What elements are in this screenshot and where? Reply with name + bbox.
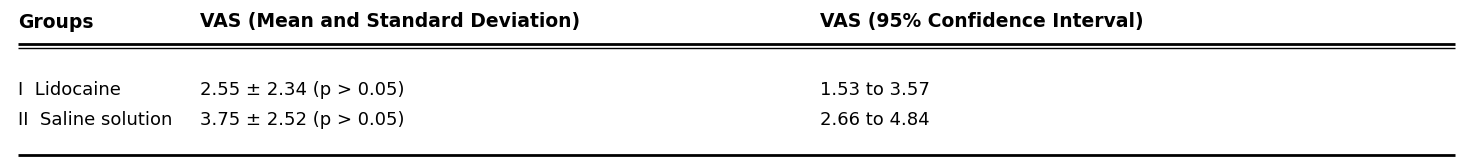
Text: VAS (Mean and Standard Deviation): VAS (Mean and Standard Deviation) (200, 12, 580, 32)
Text: 1.53 to 3.57: 1.53 to 3.57 (820, 81, 929, 99)
Text: II  Saline solution: II Saline solution (18, 111, 172, 129)
Text: 3.75 ± 2.52 (p > 0.05): 3.75 ± 2.52 (p > 0.05) (200, 111, 405, 129)
Text: Groups: Groups (18, 12, 93, 32)
Text: 2.55 ± 2.34 (p > 0.05): 2.55 ± 2.34 (p > 0.05) (200, 81, 405, 99)
Text: 2.66 to 4.84: 2.66 to 4.84 (820, 111, 929, 129)
Text: VAS (95% Confidence Interval): VAS (95% Confidence Interval) (820, 12, 1143, 32)
Text: I  Lidocaine: I Lidocaine (18, 81, 121, 99)
